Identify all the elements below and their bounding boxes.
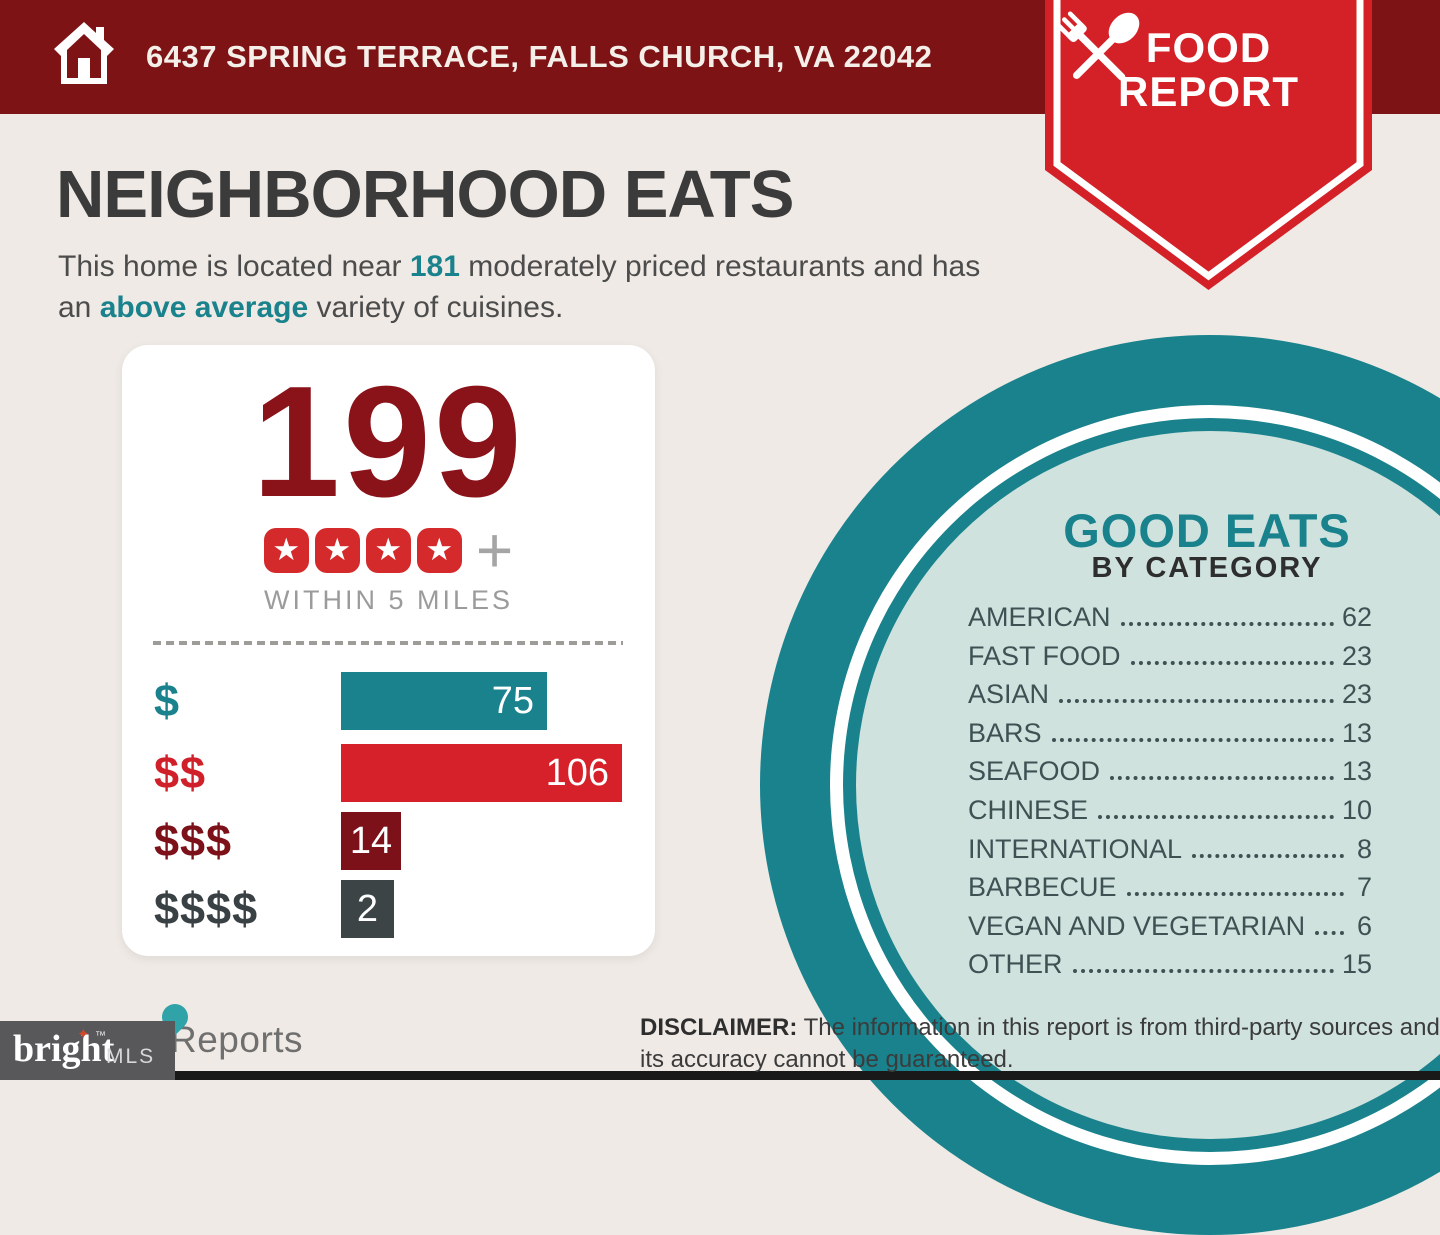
category-label: OTHER [968, 949, 1063, 980]
tier-bar: 106 [341, 744, 622, 802]
category-value: 10 [1341, 794, 1372, 825]
price-tier-row: $$$$ 2 [122, 880, 655, 938]
star-icon: ★ [314, 527, 360, 573]
dashed-divider [153, 641, 623, 645]
category-circle-inner [856, 431, 1440, 1139]
category-row: INTERNATIONAL 8 [968, 834, 1372, 873]
category-row: ASIAN 23 [968, 679, 1372, 718]
radius-label: WITHIN 5 MILES [263, 585, 514, 615]
tier-bar: 75 [341, 672, 547, 730]
category-row: BARBECUE 7 [968, 872, 1372, 911]
bottom-black-bar [0, 1071, 1440, 1080]
restaurant-summary-card: 199 ★ ★ ★ ★ + WITHIN 5 MILES $ 75 $$ 106… [122, 345, 655, 956]
ribbon-title: FOOD REPORT [1045, 24, 1372, 116]
home-icon [54, 22, 114, 84]
reports-logo-text: Reports [170, 1019, 304, 1060]
dot-leader [1120, 622, 1334, 626]
category-row: OTHER 15 [968, 949, 1372, 988]
dot-leader [1059, 699, 1334, 704]
disclaimer: DISCLAIMER: The information in this repo… [640, 1012, 1440, 1075]
category-label: INTERNATIONAL [968, 833, 1183, 864]
good-eats-title: GOOD EATS [1063, 504, 1351, 557]
tier-bar: 2 [341, 880, 394, 938]
category-value: 13 [1341, 756, 1372, 787]
price-tier-row: $$$ 14 [122, 812, 655, 870]
price-tier-row: $$ 106 [122, 744, 655, 802]
ribbon-title-line1: FOOD [1145, 24, 1272, 71]
category-row: BARS 13 [968, 718, 1372, 757]
food-report-ribbon: FOOD REPORT [1045, 0, 1372, 295]
page-title: NEIGHBORHOOD EATS [56, 157, 794, 232]
dot-leader [1110, 776, 1334, 781]
category-value: 15 [1341, 949, 1372, 980]
tier-label: $$ [154, 747, 207, 798]
intro-part3: variety of cuisines. [308, 290, 564, 324]
intro-part2: moderately priced restaurants and has an [58, 250, 981, 324]
star-icon: ★ [416, 527, 462, 573]
spoon-fork-icon [1056, 11, 1140, 81]
good-eats-subtitle: BY CATEGORY [1091, 552, 1323, 584]
dot-leader [1126, 892, 1344, 897]
category-value: 6 [1356, 910, 1372, 941]
ribbon-shape [1045, 0, 1372, 290]
dot-leader [1098, 814, 1334, 819]
category-row: FAST FOOD 23 [968, 641, 1372, 680]
disclaimer-label: DISCLAIMER: [640, 1014, 798, 1041]
category-value: 23 [1341, 640, 1372, 671]
tier-bar: 14 [341, 812, 401, 870]
star-icon: ★ [263, 527, 309, 573]
category-label: VEGAN AND VEGETARIAN [968, 910, 1306, 941]
disclaimer-text: The information in this report is from t… [640, 1014, 1440, 1073]
brand-watermark: bright ✦ ™ MLS [0, 1021, 175, 1080]
category-value: 62 [1341, 602, 1372, 632]
category-row: CHINESE 10 [968, 795, 1372, 834]
star-icon: ★ [365, 527, 411, 573]
brand-suffix: MLS [106, 1045, 156, 1068]
category-label: SEAFOOD [968, 756, 1101, 787]
property-address: 6437 SPRING TERRACE, FALLS CHURCH, VA 22… [146, 39, 933, 74]
dot-leader [1315, 930, 1344, 935]
price-tier-row: $ 75 [122, 672, 655, 730]
category-label: AMERICAN [968, 602, 1111, 632]
category-list: AMERICAN 62 FAST FOOD 23 ASIAN 23 BARS 1… [968, 602, 1372, 988]
intro-paragraph: This home is located near 181 moderately… [58, 247, 1018, 328]
tier-value: 75 [491, 679, 534, 722]
category-row: VEGAN AND VEGETARIAN 6 [968, 911, 1372, 950]
rating-stars-row: ★ ★ ★ ★ + [122, 514, 655, 586]
dot-leader [1051, 737, 1334, 742]
category-value: 7 [1356, 872, 1372, 903]
category-value: 23 [1341, 679, 1372, 710]
intro-restaurant-count: 181 [409, 250, 460, 283]
trademark-symbol: ™ [95, 1030, 106, 1042]
intro-part1: This home is located near [58, 250, 410, 283]
tier-value: 14 [349, 819, 393, 862]
category-row: AMERICAN 62 [968, 602, 1372, 641]
dot-leader [1072, 969, 1334, 974]
intro-highlight: above average [99, 290, 309, 324]
category-label: ASIAN [968, 679, 1050, 710]
brand-name: bright [13, 1028, 115, 1070]
category-row: SEAFOOD 13 [968, 756, 1372, 795]
dot-leader [1192, 853, 1344, 858]
tier-label: $$$$ [154, 883, 259, 934]
category-label: FAST FOOD [968, 640, 1121, 671]
tier-label: $ [154, 675, 181, 726]
category-label: BARS [968, 717, 1042, 748]
tier-value: 106 [545, 751, 609, 794]
category-label: BARBECUE [968, 872, 1117, 903]
plus-icon: + [475, 514, 514, 586]
tier-value: 2 [356, 887, 379, 930]
brand-star-icon: ✦ [77, 1026, 90, 1043]
category-label: CHINESE [968, 794, 1089, 825]
dot-leader [1130, 660, 1334, 665]
ribbon-title-line2: REPORT [1117, 68, 1299, 116]
total-restaurants-value: 199 [252, 354, 525, 530]
category-value: 8 [1356, 833, 1372, 864]
category-value: 13 [1341, 717, 1372, 748]
tier-label: $$$ [154, 815, 233, 866]
